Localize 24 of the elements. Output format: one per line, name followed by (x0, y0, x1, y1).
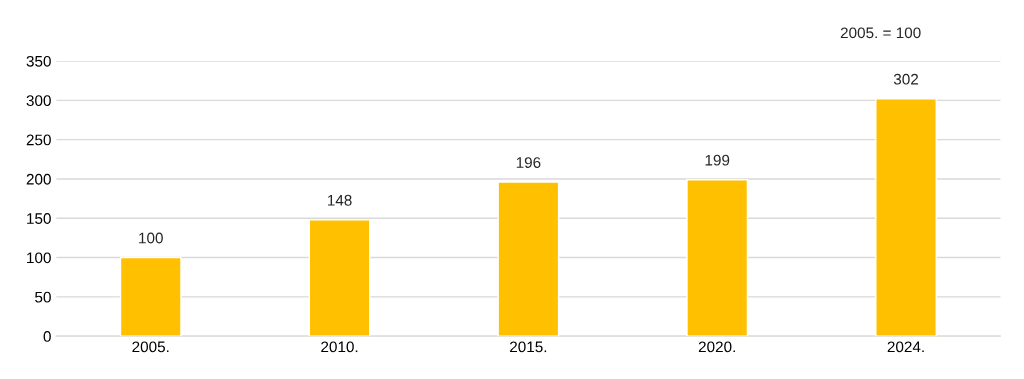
y-tick-label: 200 (26, 173, 51, 185)
bar (119, 256, 182, 337)
y-tick-label: 250 (26, 134, 51, 146)
data-label: 148 (327, 194, 352, 206)
data-label: 302 (893, 73, 919, 85)
y-tick-label: 350 (26, 55, 51, 67)
x-tick-label: 2015. (510, 341, 547, 353)
bar (497, 181, 560, 337)
y-tick-label: 0 (43, 331, 51, 342)
x-tick-label: 2020. (698, 341, 735, 353)
data-label: 100 (139, 232, 163, 244)
y-tick-label: 100 (27, 252, 51, 264)
bar (686, 179, 749, 337)
x-tick-label: 2024. (887, 341, 924, 353)
data-label: 199 (705, 154, 730, 166)
y-tick-label: 300 (26, 95, 51, 107)
data-label: 196 (516, 157, 541, 168)
y-tick-label: 150 (27, 213, 51, 224)
x-tick-label: 2005. (132, 341, 169, 353)
bar (308, 219, 371, 337)
text: 2005. = 100 (840, 27, 921, 39)
y-tick-label: 50 (35, 291, 51, 303)
x-tick-label: 2010. (321, 341, 358, 353)
bar (875, 98, 937, 337)
